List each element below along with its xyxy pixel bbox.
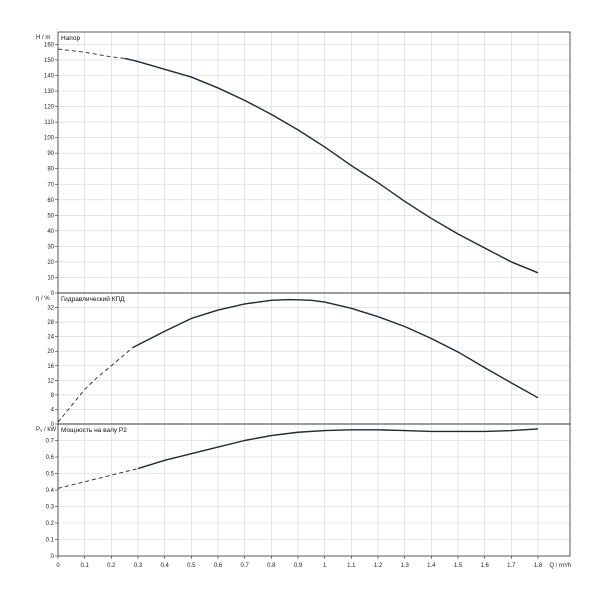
y-tick-label: 0 — [51, 422, 55, 428]
y-tick-label: 50 — [47, 213, 54, 219]
panel-title: Гидравлический КПД — [61, 295, 125, 303]
y-tick-label: 40 — [47, 229, 54, 235]
y-tick-label: 60 — [47, 198, 54, 204]
x-axis-label: Q / m³/h — [549, 563, 571, 569]
y-tick-label: 10 — [47, 275, 54, 281]
x-tick-label: 0.3 — [134, 563, 143, 569]
y-axis-label: P₂ / kW — [36, 427, 56, 433]
x-tick-label: 1.1 — [347, 563, 356, 569]
panel-title: Напор — [61, 35, 80, 42]
y-tick-label: 0 — [51, 554, 55, 560]
x-tick-label: 1.5 — [454, 563, 463, 569]
x-tick-label: 0.6 — [214, 563, 223, 569]
y-tick-label: 0.7 — [46, 439, 55, 445]
y-tick-label: 16 — [47, 364, 54, 370]
y-tick-label: 4 — [51, 407, 55, 413]
y-tick-label: 20 — [47, 349, 54, 355]
y-tick-label: 130 — [44, 89, 55, 95]
y-tick-label: 28 — [47, 320, 54, 326]
y-tick-label: 80 — [47, 167, 54, 173]
y-tick-label: 90 — [47, 151, 54, 157]
curve-solid — [137, 428, 539, 470]
y-tick-label: 0 — [51, 291, 55, 297]
y-tick-label: 150 — [44, 58, 55, 64]
x-tick-label: 0.9 — [294, 563, 303, 569]
x-tick-label: 0.7 — [240, 563, 249, 569]
x-tick-label: 0.2 — [107, 563, 116, 569]
y-axis-label: H / m — [36, 35, 50, 41]
curve-solid — [124, 57, 539, 274]
x-tick-label: 1.6 — [480, 563, 489, 569]
x-tick-label: 0.4 — [160, 563, 169, 569]
power-panel: 0 0.1 0.2 0.3 0.4 0.5 0.6 0.7 P₂ / kW Мощность на… — [36, 423, 571, 560]
y-tick-label: 30 — [47, 244, 54, 250]
y-tick-label: 20 — [47, 260, 54, 266]
y-tick-label: 120 — [44, 105, 55, 111]
x-axis: 0 0.1 0.2 0.3 0.4 0.5 0.6 0.7 0.8 0.9 1 1.1 1.2 1.3 1.… — [56, 556, 571, 569]
x-tick-label: 1.2 — [374, 563, 383, 569]
y-tick-label: 12 — [47, 378, 54, 384]
y-tick-label: 110 — [44, 120, 54, 126]
curve-solid — [132, 298, 539, 399]
x-tick-label: 1 — [323, 563, 327, 569]
x-tick-label: 1.3 — [400, 563, 409, 569]
y-tick-label: 0.5 — [46, 472, 55, 478]
x-tick-label: 0 — [56, 563, 60, 569]
y-axis-label: η / % — [36, 296, 50, 302]
x-tick-label: 0.8 — [267, 563, 276, 569]
y-tick-label: 0.1 — [46, 538, 55, 544]
y-tick-label: 0.2 — [46, 521, 55, 527]
x-tick-label: 1.8 — [534, 563, 543, 569]
x-tick-label: 0.5 — [187, 563, 196, 569]
y-tick-label: 100 — [44, 136, 55, 142]
panel-title: Мощность на валу P2 — [61, 427, 127, 434]
y-tick-label: 24 — [47, 335, 54, 341]
x-tick-label: 1.4 — [427, 563, 436, 569]
y-tick-label: 8 — [51, 393, 55, 399]
y-tick-label: 32 — [47, 306, 54, 312]
x-tick-label: 1.7 — [507, 563, 516, 569]
y-tick-label: 160 — [44, 42, 55, 48]
y-tick-label: 0.6 — [46, 455, 55, 461]
x-tick-label: 0.1 — [80, 563, 89, 569]
y-tick-label: 0.4 — [46, 488, 55, 494]
y-tick-label: 0.3 — [46, 505, 55, 511]
y-tick-label: 140 — [44, 74, 55, 80]
panel-frame — [57, 423, 571, 557]
y-tick-label: 70 — [47, 182, 54, 188]
curve-dashed — [57, 347, 133, 423]
